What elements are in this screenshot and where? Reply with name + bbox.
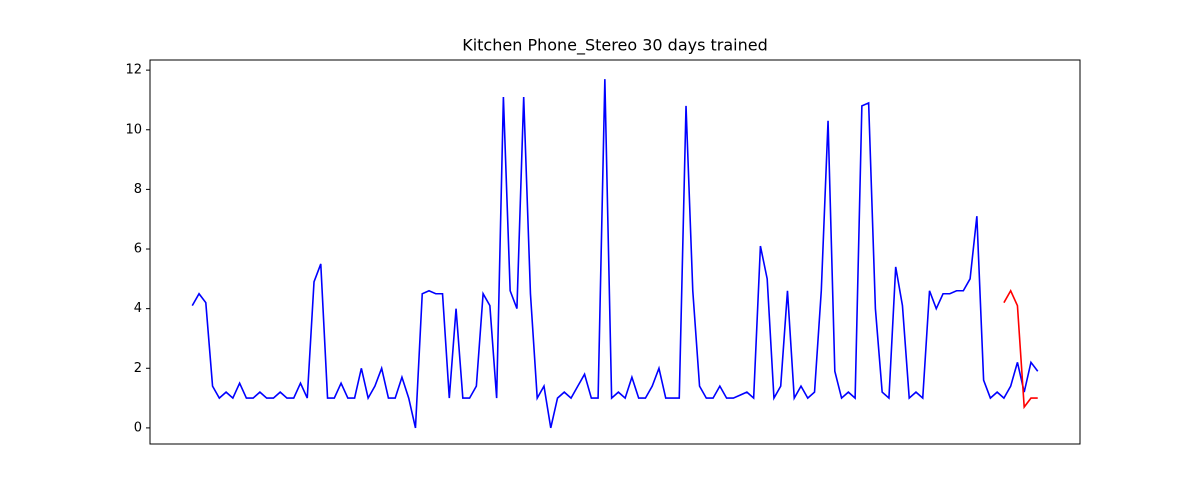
y-tick-label: 2 xyxy=(134,361,142,376)
y-tick-label: 8 xyxy=(134,182,142,197)
y-tick-label: 4 xyxy=(134,301,142,316)
y-tick-label: 10 xyxy=(125,122,142,137)
chart-title: Kitchen Phone_Stereo 30 days trained xyxy=(462,36,768,56)
data-line xyxy=(1003,288,1038,410)
y-tick-label: 12 xyxy=(125,63,142,78)
y-tick-label: 0 xyxy=(134,420,142,435)
data-line xyxy=(191,79,1039,429)
y-tick-label: 6 xyxy=(134,242,142,257)
plot-frame xyxy=(149,59,1081,445)
